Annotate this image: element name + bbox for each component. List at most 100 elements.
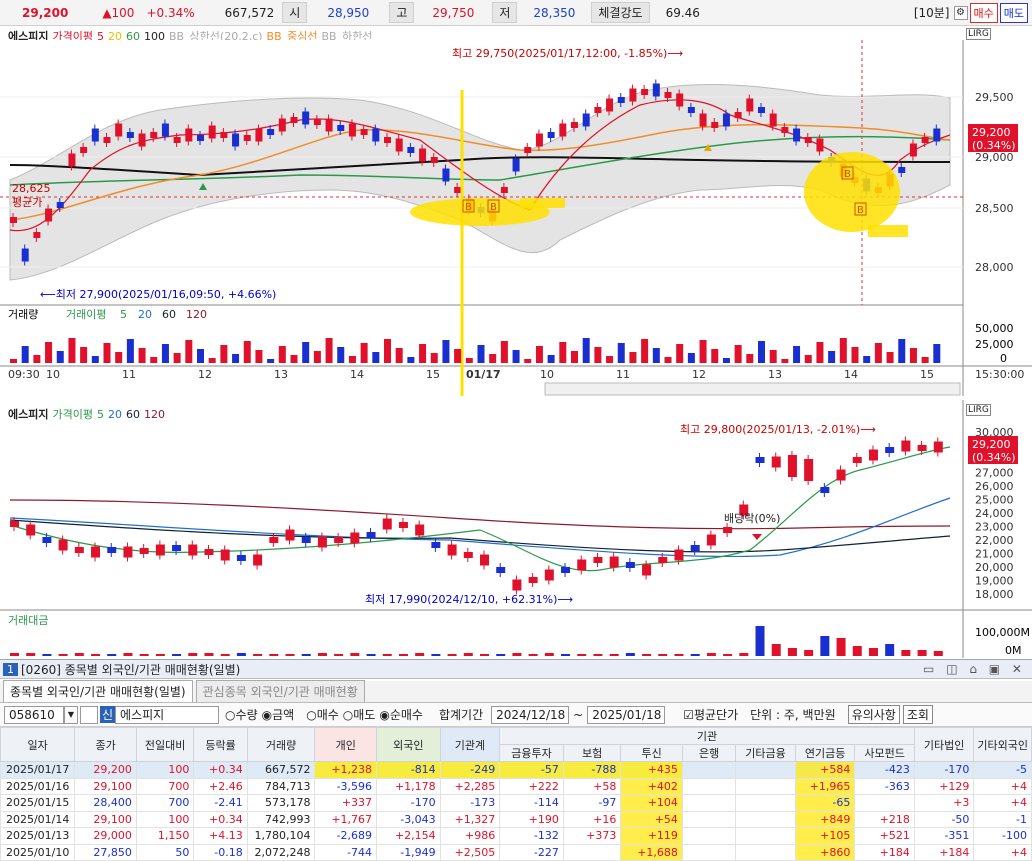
table-cell: -423 [854, 761, 915, 779]
radio-net-buy[interactable]: ◉순매수 [379, 708, 423, 722]
col-change[interactable]: 전일대비 [135, 727, 195, 762]
col-private-fund[interactable]: 사모펀드 [854, 744, 915, 762]
chart-scrollbar[interactable] [544, 382, 961, 396]
candle [126, 132, 134, 138]
candle [372, 128, 380, 142]
stock-code-input[interactable]: 058610 [4, 705, 64, 724]
x-tick: 10 [540, 368, 554, 381]
radio-quantity[interactable]: ○수량 [225, 708, 258, 722]
table-cell [681, 810, 737, 828]
daily-candle [350, 532, 360, 544]
daily-candle [512, 579, 522, 591]
daily-candle [544, 569, 554, 581]
daily-candle [755, 457, 765, 463]
col-individual[interactable]: 개인 [314, 727, 378, 762]
table-cell: +2,285 [439, 777, 501, 795]
table-row[interactable]: 2025/01/15 28,400 700 -2.41 573,178 +337 -170-… [0, 794, 1032, 812]
table-cell [681, 761, 737, 779]
table-cell: 667,572 [246, 761, 316, 779]
col-date[interactable]: 일자 [0, 727, 76, 762]
radio-buy[interactable]: ○매수 [306, 708, 339, 722]
vol-ma5: 5 [120, 308, 127, 321]
table-cell: 573,178 [246, 794, 316, 812]
gear-icon[interactable]: ⚙ [953, 5, 968, 20]
volume-value: 667,572 [224, 5, 275, 20]
avg-price-checkbox[interactable]: ☑평균단가 [683, 708, 739, 722]
tab-daily[interactable]: 종목별 외국인/기관 매매현황(일별) [3, 680, 193, 702]
notice-button[interactable]: 유의사항 [847, 705, 900, 724]
volume-bar [746, 354, 754, 363]
daily-candle [58, 539, 68, 551]
table-cell: +402 [620, 777, 683, 795]
table-row[interactable]: 2025/01/16 29,100 700 +2.46 784,713 -3,596 +1,… [0, 777, 1032, 795]
daily-candle [253, 554, 263, 566]
amount-tick: 100,000M [975, 626, 1030, 639]
table-cell: +1,688 [620, 843, 683, 861]
unit-label: 단위 : 주, 백만원 [750, 708, 836, 722]
ma5-label: 5 [96, 30, 104, 43]
volume-bar [454, 349, 462, 363]
daily-candle [901, 440, 911, 452]
col-bank[interactable]: 은행 [681, 744, 737, 762]
table-row[interactable]: 2025/01/13 29,000 1,150 +4.13 1,780,104 -2,68… [0, 827, 1032, 845]
candle [313, 119, 321, 125]
amount-bar [512, 653, 522, 656]
candle [278, 118, 286, 132]
chart1-corner-buttons[interactable]: LIRG [966, 28, 991, 40]
candle [734, 112, 742, 118]
col-other-foreign[interactable]: 기타외국인 [973, 727, 1032, 762]
table-row[interactable]: 2025/01/10 27,850 50 -0.18 2,072,248 -744 -1,9… [0, 843, 1032, 861]
candle [898, 167, 906, 173]
tab-watchlist[interactable]: 관심종목 외국인/기관 매매현황 [195, 680, 365, 702]
daily-candle [933, 441, 943, 453]
col-foreign[interactable]: 외국인 [376, 727, 441, 762]
daily-candle [609, 556, 619, 568]
volume-bar [384, 339, 391, 363]
radio-sell[interactable]: ○매도 [342, 708, 376, 722]
col-other-corp[interactable]: 기타법인 [913, 727, 975, 762]
radio-amount[interactable]: ◉금액 [261, 708, 295, 722]
amount-bar [204, 653, 214, 656]
col-volume[interactable]: 거래량 [246, 727, 316, 762]
table-row[interactable]: 2025/01/14 29,100 100 +0.34 742,993 +1,767 -3,… [0, 810, 1032, 828]
col-institution[interactable]: 기관계 [439, 727, 501, 762]
code-dropdown-icon[interactable]: ▼ [64, 705, 78, 724]
candle [255, 128, 263, 142]
candle [220, 132, 228, 138]
volume-bar [594, 347, 602, 363]
daily-candle [787, 455, 797, 477]
col-rate[interactable]: 등락률 [193, 727, 248, 762]
table-cell: -65 [794, 794, 856, 812]
col-fin-invest[interactable]: 금융투자 [499, 744, 564, 762]
table-cell: 2025/01/13 [0, 827, 76, 845]
col-other-fin[interactable]: 기타금융 [735, 744, 796, 762]
table-cell: 742,993 [246, 810, 316, 828]
intraday-chart: B B B B 최고 29,750(2025/01/17,12:00, -1.8… [0, 40, 1032, 396]
table-cell: +119 [620, 827, 683, 845]
daily-y-tick: 21,000 [975, 548, 1014, 561]
period-selector[interactable]: [10분] [913, 6, 950, 20]
col-insurance[interactable]: 보험 [562, 744, 622, 762]
window-controls[interactable]: ▭ ◫ ⌂ ▣ ✕ [923, 662, 1026, 676]
daily-candle [690, 545, 700, 551]
search-icon[interactable] [80, 705, 98, 724]
table-cell: +1,965 [794, 777, 856, 795]
chart2-corner-buttons[interactable]: LIRG [966, 404, 991, 416]
ma60-label: 60 [125, 30, 140, 43]
candle [430, 157, 438, 163]
table-cell: 27,850 [74, 843, 137, 861]
col-trust[interactable]: 투신 [620, 744, 683, 762]
date-from-input[interactable]: 2024/12/18 [491, 705, 570, 724]
query-button[interactable]: 조회 [902, 705, 933, 724]
table-cell: -170 [913, 761, 975, 779]
ma100-label: 100 [143, 30, 165, 43]
amount-bar [139, 654, 149, 656]
buy-button[interactable]: 매수 [969, 2, 998, 23]
col-pension[interactable]: 연기금등 [794, 744, 856, 762]
sell-button[interactable]: 매도 [999, 2, 1028, 23]
date-to-input[interactable]: 2025/01/18 [587, 705, 666, 724]
candle [290, 117, 298, 123]
col-close[interactable]: 종가 [74, 727, 137, 762]
controls-bar: 058610 ▼ 신 에스피지 ○수량 ◉금액 ○매수 ○매도 ◉순매수 합계기… [0, 703, 1032, 727]
table-row[interactable]: 2025/01/17 29,200 100 +0.34 667,572 +1,238 -81… [0, 761, 1032, 779]
